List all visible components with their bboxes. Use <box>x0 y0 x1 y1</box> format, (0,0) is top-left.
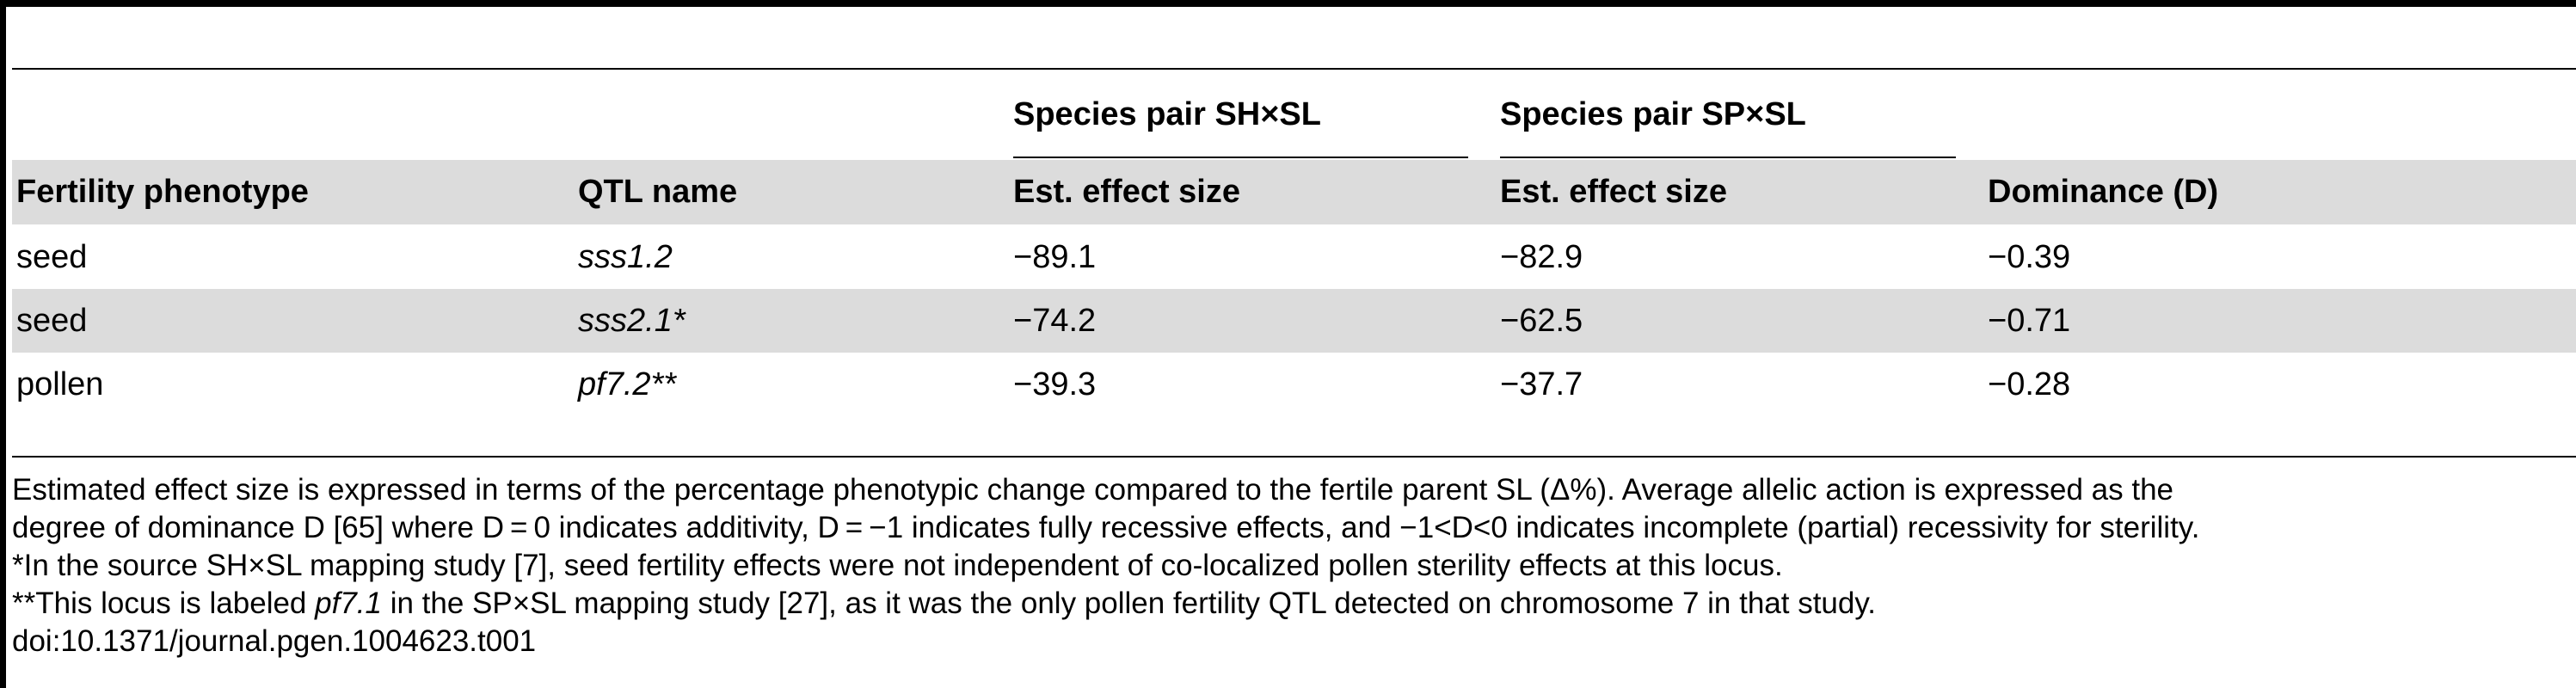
cell-phenotype: pollen <box>16 366 104 402</box>
table-top-rule <box>12 68 2576 70</box>
footnote-single-asterisk: *In the source SH×SL mapping study [7], … <box>12 549 1783 582</box>
cell-sh-effect: −74.2 <box>1013 303 1097 339</box>
column-header-sp-effect: Est. effect size <box>1500 174 1727 210</box>
group-header-sp-sl: Species pair SP×SL <box>1500 96 1806 132</box>
footnote-locus-name: pf7.1 <box>315 587 382 620</box>
cell-dominance: −0.71 <box>1988 303 2071 339</box>
group-rule-sp-sl <box>1500 157 1956 158</box>
doi-link[interactable]: doi:10.1371/journal.pgen.1004623.t001 <box>12 624 537 658</box>
cell-qtl: sss2.1* <box>578 303 685 339</box>
footnote-effect-size: Estimated effect size is expressed in te… <box>12 473 2173 507</box>
cell-sp-effect: −37.7 <box>1500 366 1583 402</box>
footnote-double-asterisk-text-start: **This locus is labeled <box>12 587 316 620</box>
cell-phenotype: seed <box>16 303 88 339</box>
cell-sh-effect: −89.1 <box>1013 239 1097 275</box>
column-header-row: Fertility phenotype QTL name Est. effect… <box>12 160 2576 224</box>
column-header-qtl: QTL name <box>578 174 738 210</box>
cell-dominance: −0.28 <box>1988 366 2071 402</box>
cell-sp-effect: −82.9 <box>1500 239 1583 275</box>
table-bottom-rule <box>12 456 2576 458</box>
column-header-sh-effect: Est. effect size <box>1013 174 1240 210</box>
cell-sh-effect: −39.3 <box>1013 366 1097 402</box>
cell-sp-effect: −62.5 <box>1500 303 1583 339</box>
group-rule-sh-sl <box>1013 157 1468 158</box>
cell-phenotype: seed <box>16 239 88 275</box>
column-header-dominance: Dominance (D) <box>1988 174 2219 210</box>
cell-qtl: pf7.2** <box>578 366 677 402</box>
cell-dominance: −0.39 <box>1988 239 2071 275</box>
footnote-double-asterisk: **This locus is labeled pf7.1 in the SP×… <box>12 586 2571 622</box>
table-row: seed sss2.1* −74.2 −62.5 −0.71 <box>12 289 2576 353</box>
column-header-phenotype: Fertility phenotype <box>16 174 309 210</box>
table-row: seed sss1.2 −89.1 −82.9 −0.39 <box>12 225 2576 289</box>
footnote-double-asterisk-text-end: in the SP×SL mapping study [27], as it w… <box>381 587 1876 620</box>
cell-qtl: sss1.2 <box>578 239 673 275</box>
group-header-sh-sl: Species pair SH×SL <box>1013 96 1321 132</box>
footnote-dominance: degree of dominance D [65] where D = 0 i… <box>12 511 2200 544</box>
top-border <box>0 0 2576 7</box>
table-row: pollen pf7.2** −39.3 −37.7 −0.28 <box>12 353 2576 416</box>
left-border <box>0 0 6 688</box>
